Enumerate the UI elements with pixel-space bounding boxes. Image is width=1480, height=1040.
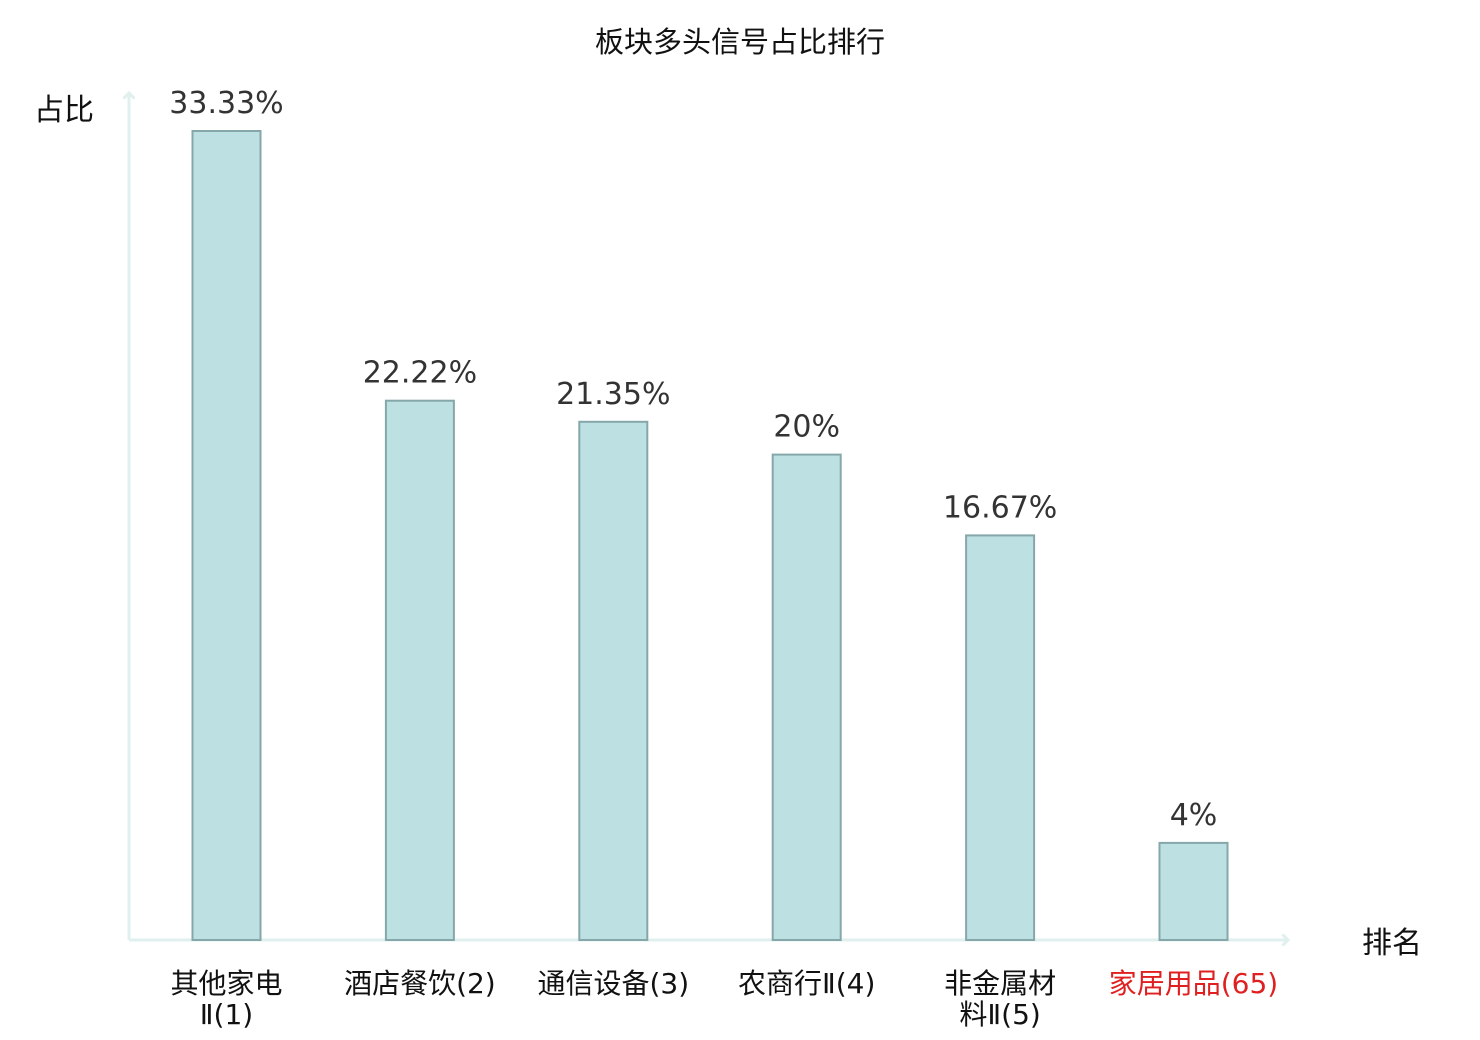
bar-6 [1158, 841, 1229, 942]
bar-value-label-6: 4% [1170, 798, 1218, 833]
bar-value-label-2: 22.22% [363, 356, 477, 391]
bar-1 [191, 130, 262, 941]
x-tick-label-2: 酒店餐饮(2) [344, 967, 496, 1000]
bar-3 [578, 420, 649, 941]
bar-value-label-5: 16.67% [943, 490, 1057, 525]
x-axis-label: 排名 [1362, 926, 1422, 961]
x-tick-label-6: 家居用品(65) [1109, 967, 1278, 1000]
bar-4 [771, 453, 842, 941]
bar-2 [384, 399, 455, 941]
x-tick-label-1-line-2: Ⅱ(1) [200, 998, 253, 1031]
bar-5 [965, 534, 1036, 942]
value-labels-group: 33.33% 22.22% 21.35% 20% 16.67% 4% [169, 86, 1217, 833]
chart-title: 板块多头信号占比排行 [595, 25, 885, 59]
x-tick-label-1-line-1: 其他家电 [170, 967, 282, 1000]
x-tick-label-5-line-1: 非金属材 [944, 967, 1056, 1000]
bar-value-label-4: 20% [773, 410, 840, 445]
y-axis-label: 占比 [34, 93, 94, 128]
bar-value-label-1: 33.33% [169, 86, 283, 121]
bar-value-label-3: 21.35% [556, 377, 670, 412]
bars-group [191, 130, 1229, 942]
x-tick-label-3: 通信设备(3) [537, 967, 689, 1000]
x-tick-label-5-line-2: 料Ⅱ(5) [959, 998, 1040, 1031]
x-tick-label-4: 农商行Ⅱ(4) [738, 967, 875, 1000]
